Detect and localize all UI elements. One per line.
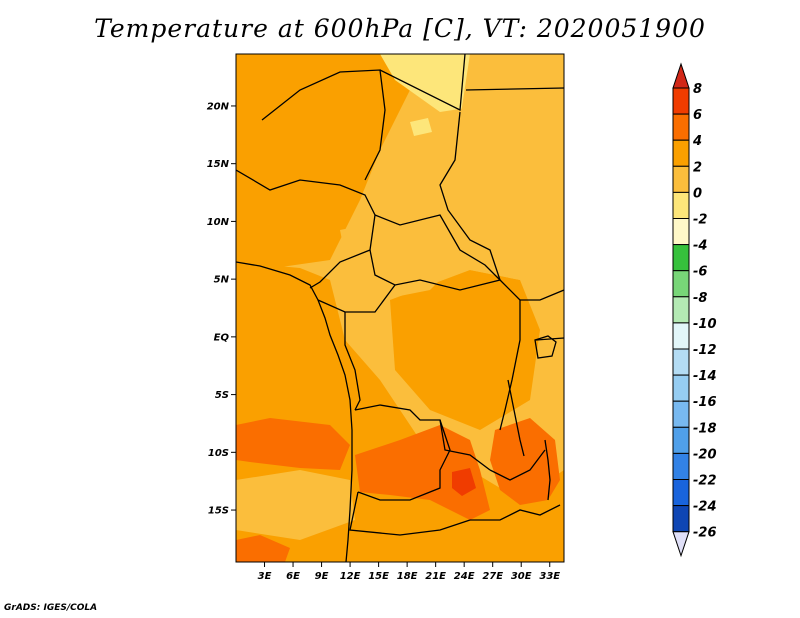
latitude-axis: 20N 15N 10N 5N EQ 5S 10S 15S xyxy=(207,101,236,517)
border-congo-north xyxy=(317,284,396,313)
colorbar-level-label: -12 xyxy=(693,343,717,358)
colorbar-level-label: -18 xyxy=(693,421,717,436)
field-hot-band-west xyxy=(236,418,350,470)
field-hot-band-central xyxy=(355,425,490,520)
lon-tick-label: 18E xyxy=(397,571,418,582)
colorbar-swatch xyxy=(672,113,690,141)
longitude-axis: 3E 6E 9E 12E 15E 18E 21E 24E 27E 30E 33E xyxy=(258,562,560,582)
border-north-2 xyxy=(379,54,466,112)
lake-tanganyika xyxy=(507,379,525,457)
lat-tick-label: 10N xyxy=(207,217,230,228)
border-southeast xyxy=(470,504,561,521)
field-warm-west xyxy=(236,54,420,270)
lake-victoria xyxy=(534,335,557,359)
map-frame xyxy=(235,53,565,563)
colorbar-swatch xyxy=(672,400,690,428)
colorbar-swatch xyxy=(672,322,690,350)
field-hot-southwest xyxy=(236,535,290,562)
colorbar-swatch xyxy=(672,218,690,246)
border-kenya xyxy=(535,337,564,341)
lat-tick-label: 10S xyxy=(208,448,229,459)
lat-tick-label: 5S xyxy=(215,390,229,401)
colorbar-swatch xyxy=(672,270,690,298)
colorbar-level-label: 0 xyxy=(693,186,702,201)
border-angola xyxy=(354,404,491,471)
lon-tick-label: 30E xyxy=(511,571,532,582)
colorbar-level-label: 8 xyxy=(693,82,702,97)
colorbar-swatch xyxy=(672,426,690,454)
colorbar-swatch xyxy=(672,244,690,272)
field-light-patch xyxy=(410,118,432,136)
lon-tick-label: 27E xyxy=(482,571,503,582)
border-drc-east xyxy=(499,279,521,431)
colorbar-level-label: -8 xyxy=(693,291,707,306)
colorbar-level-label: -20 xyxy=(693,447,717,462)
credit-text: GrADS: IGES/COLA xyxy=(4,603,98,613)
colorbar-level-label: -6 xyxy=(693,265,707,280)
lon-tick-label: 3E xyxy=(258,571,272,582)
lon-tick-label: 15E xyxy=(368,571,389,582)
lat-tick-label: 15S xyxy=(208,506,229,517)
border-nigeria xyxy=(236,169,376,289)
lon-tick-label: 12E xyxy=(340,571,361,582)
lon-tick-label: 24E xyxy=(454,571,475,582)
temperature-field xyxy=(236,54,564,562)
border-congo-west xyxy=(344,312,361,411)
lake-malawi xyxy=(544,439,551,501)
colorbar-swatch xyxy=(672,296,690,324)
lon-tick-label: 21E xyxy=(425,571,446,582)
colorbar-swatch xyxy=(672,479,690,507)
colorbar-legend: 8 6 4 2 0 -2 -4 -6 -8 -10 -12 -14 -16 -18 -20 -22 -24 -26 xyxy=(672,62,717,558)
border-zambia xyxy=(357,419,451,501)
border-namibia xyxy=(349,491,471,536)
colorbar-top-cap xyxy=(672,62,690,89)
colorbar-swatch xyxy=(672,191,690,219)
colorbar-level-label: -10 xyxy=(693,317,717,332)
lat-tick-label: 5N xyxy=(214,275,230,286)
border-east-africa xyxy=(520,289,564,301)
lat-tick-label: 20N xyxy=(207,101,230,112)
colorbar-level-label: -4 xyxy=(693,239,707,254)
field-base-east xyxy=(440,54,564,280)
colorbar-level-label: 4 xyxy=(692,134,702,149)
lon-tick-label: 6E xyxy=(286,571,300,582)
coastline xyxy=(236,261,353,562)
country-borders xyxy=(236,54,564,562)
colorbar-level-label: -22 xyxy=(693,474,717,489)
colorbar-level-label: -26 xyxy=(693,526,717,541)
colorbar-swatch xyxy=(672,505,690,533)
lat-tick-label: EQ xyxy=(214,332,230,343)
field-hot-east xyxy=(490,418,560,505)
colorbar-bottom-cap xyxy=(672,531,690,558)
colorbar-level-label: 2 xyxy=(693,160,702,175)
colorbar-swatch xyxy=(672,452,690,480)
colorbar-swatch xyxy=(672,165,690,193)
colorbar-swatch xyxy=(672,374,690,402)
border-sudan xyxy=(439,111,501,281)
colorbar-level-label: 6 xyxy=(693,108,702,123)
field-hotspot xyxy=(452,468,476,496)
colorbar-swatch xyxy=(672,348,690,376)
chart-title: Temperature at 600hPa [C], VT: 202005190… xyxy=(94,14,706,43)
colorbar-swatch xyxy=(672,139,690,167)
lat-tick-label: 15N xyxy=(207,159,230,170)
colorbar-level-label: -24 xyxy=(693,500,717,515)
lon-tick-label: 9E xyxy=(315,571,329,582)
field-light-north xyxy=(380,54,470,112)
field-warm-central xyxy=(390,270,540,430)
field-base-southwest xyxy=(236,470,355,540)
border-libya-egypt xyxy=(465,87,564,91)
colorbar-level-label: -2 xyxy=(693,213,707,228)
border-zambia-east xyxy=(489,449,546,481)
colorbar-swatch xyxy=(672,87,690,115)
colorbar-level-label: -14 xyxy=(693,369,717,384)
colorbar-level-label: -16 xyxy=(693,395,717,410)
lon-tick-label: 33E xyxy=(539,571,560,582)
